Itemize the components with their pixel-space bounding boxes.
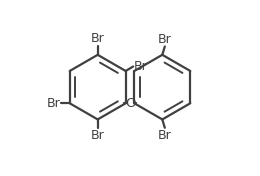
Text: Br: Br [158,129,172,142]
Text: Br: Br [91,129,105,142]
Text: Br: Br [158,33,172,46]
Text: Br: Br [91,32,105,45]
Text: Br: Br [46,97,60,110]
Text: O: O [125,97,135,110]
Text: Br: Br [134,59,148,73]
